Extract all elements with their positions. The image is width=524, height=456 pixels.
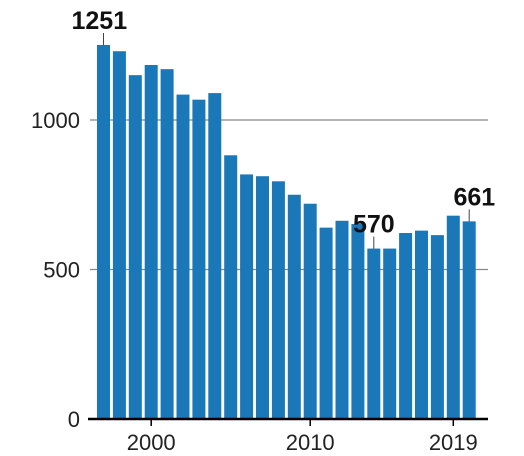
bar-10	[256, 176, 269, 419]
bar-1	[112, 51, 126, 419]
bar-16	[351, 224, 365, 419]
bar-8	[224, 155, 238, 420]
bar-3	[144, 64, 158, 419]
bar-20	[415, 230, 428, 419]
bar-13	[303, 203, 317, 419]
x-tick-label-2019: 2019	[429, 430, 478, 455]
bar-7	[208, 93, 222, 419]
labels: 0 500 1000 2000 2010 2019 1251 570 661	[31, 7, 495, 455]
bar-12	[287, 194, 301, 419]
bar-21	[430, 235, 444, 419]
y-tick-label-500: 500	[43, 258, 80, 283]
data-label-1251: 1251	[72, 7, 128, 35]
bar-11	[271, 181, 285, 419]
bar-6	[192, 99, 206, 419]
bar-5	[176, 94, 190, 420]
x-tick-label-2010: 2010	[286, 430, 335, 455]
x-tick-label-2000: 2000	[127, 430, 176, 455]
bar-17	[367, 248, 381, 419]
bar-0	[97, 44, 110, 420]
bar-23	[462, 221, 476, 419]
y-tick-label-1000: 1000	[31, 108, 80, 133]
bar-15	[335, 220, 349, 419]
bar-14	[319, 227, 333, 419]
data-label-570: 570	[353, 211, 395, 239]
data-label-661: 661	[453, 183, 495, 211]
bar-18	[383, 248, 397, 419]
bar-9	[240, 174, 254, 419]
bar-22	[446, 215, 460, 419]
axes	[88, 417, 488, 426]
bars	[97, 44, 476, 420]
bar-4	[160, 69, 174, 420]
bar-19	[399, 233, 413, 419]
bar-2	[128, 75, 142, 420]
y-tick-label-0: 0	[68, 407, 80, 432]
